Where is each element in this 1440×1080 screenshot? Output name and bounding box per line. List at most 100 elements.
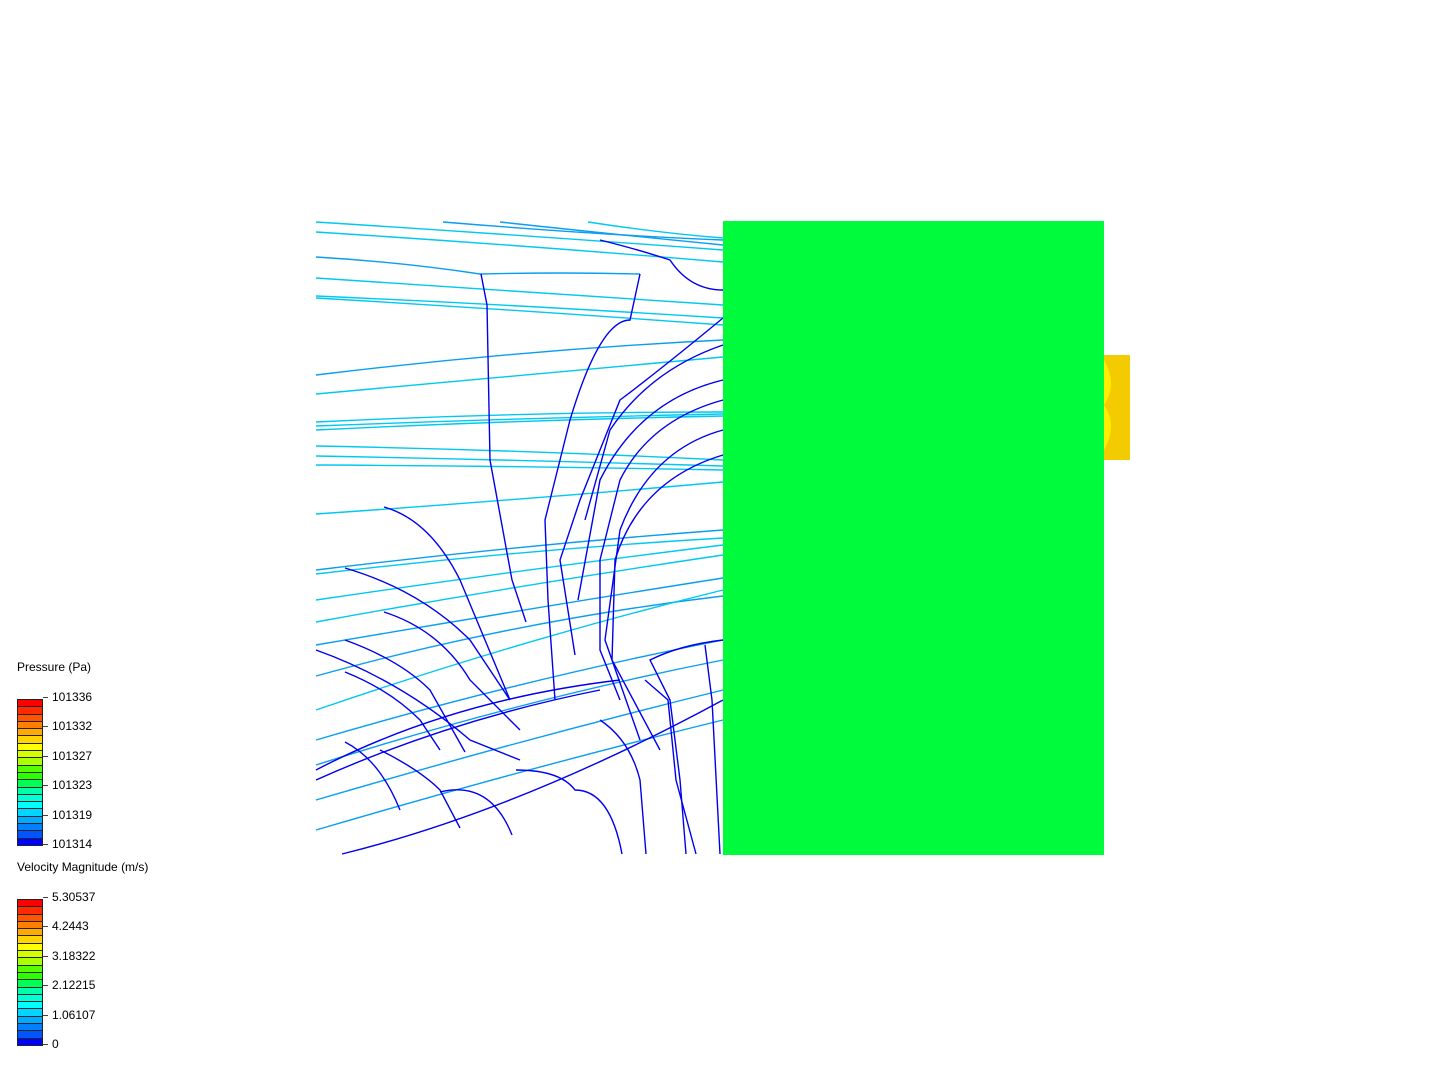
color-band: [18, 714, 42, 722]
streamline: [315, 689, 601, 781]
streamline: [599, 399, 724, 701]
streamline: [315, 481, 724, 515]
tick-mark: [43, 844, 48, 845]
color-band: [18, 951, 42, 959]
streamline: [315, 455, 724, 467]
color-band: [18, 1024, 42, 1032]
streamline: [577, 379, 724, 601]
streamline: [704, 644, 721, 855]
color-band: [18, 1038, 42, 1046]
streamline: [315, 537, 724, 575]
streamline: [559, 317, 724, 656]
tick-mark: [43, 926, 48, 928]
color-band: [18, 900, 42, 908]
streamline: [499, 221, 724, 246]
tick-label: 101327: [52, 748, 93, 763]
color-band: [18, 914, 42, 922]
streamline: [315, 339, 724, 376]
color-band: [18, 987, 42, 995]
streamline: [315, 649, 521, 761]
streamline: [480, 273, 527, 623]
streamline: [439, 789, 513, 836]
color-band: [18, 1031, 42, 1039]
streamline: [315, 554, 724, 623]
color-band: [18, 943, 42, 952]
color-band: [18, 994, 42, 1003]
streamline: [344, 567, 511, 701]
color-band: [18, 787, 42, 795]
color-band: [18, 794, 42, 803]
streamline: [515, 769, 623, 855]
tick-label: 101314: [52, 837, 93, 851]
streamline: [344, 639, 466, 753]
tick-mark: [43, 726, 48, 728]
color-band: [18, 743, 42, 752]
pressure-surface-body: [723, 221, 1104, 855]
streamline: [649, 639, 724, 855]
streamline: [315, 659, 724, 766]
color-band: [18, 772, 42, 781]
tick-mark: [43, 785, 48, 787]
streamline: [315, 595, 724, 677]
color-band: [18, 1016, 42, 1025]
streamline: [315, 719, 724, 831]
color-band: [18, 980, 42, 988]
streamline: [315, 411, 724, 423]
streamline: [315, 297, 724, 326]
tick-mark: [43, 955, 48, 957]
color-band: [18, 802, 42, 810]
streamline: [315, 295, 724, 319]
streamline: [599, 719, 647, 855]
color-band: [18, 838, 42, 846]
tick-label: 101319: [52, 807, 93, 822]
legend-title: Pressure (Pa): [17, 660, 92, 674]
color-band: [18, 707, 42, 715]
color-band: [18, 958, 42, 966]
streamline: [599, 239, 724, 291]
color-bar: [17, 699, 43, 846]
color-band: [18, 929, 42, 937]
streamline: [383, 611, 521, 731]
color-band: [18, 1002, 42, 1010]
tick-label: 1.06107: [52, 1007, 96, 1022]
streamline: [379, 749, 461, 829]
tick-label: 0: [52, 1037, 59, 1051]
color-band: [18, 907, 42, 915]
tick-label: 5.30537: [52, 890, 96, 904]
streamline: [344, 741, 401, 811]
streamline: [315, 415, 724, 431]
tick-mark: [43, 1044, 48, 1045]
streamline: [587, 221, 724, 239]
streamline: [315, 679, 621, 771]
streamline: [315, 231, 724, 263]
tick-label: 2.12215: [52, 978, 96, 993]
streamline: [315, 413, 724, 427]
color-band: [18, 972, 42, 981]
streamline: [315, 577, 724, 646]
color-band: [18, 721, 42, 730]
streamline: [442, 221, 724, 241]
streamline: [611, 454, 724, 751]
streamline: [315, 464, 724, 471]
color-bar: [17, 899, 43, 1046]
streamline: [315, 277, 724, 306]
color-band: [18, 816, 42, 825]
tick-mark: [43, 755, 48, 757]
tick-mark: [43, 897, 48, 898]
outlet-highlight: [1104, 360, 1111, 450]
color-band: [18, 780, 42, 788]
tick-mark: [43, 814, 48, 816]
streamline: [315, 529, 724, 571]
streamline: [315, 639, 724, 741]
streamline: [344, 671, 441, 751]
color-band: [18, 751, 42, 759]
tick-mark: [43, 985, 48, 987]
streamlines: [315, 221, 724, 855]
color-band: [18, 1009, 42, 1017]
color-band: [18, 831, 42, 839]
color-band: [18, 965, 42, 973]
streamline: [383, 506, 511, 701]
tick-mark: [43, 1014, 48, 1016]
tick-label: 101323: [52, 778, 93, 793]
color-band: [18, 936, 42, 944]
